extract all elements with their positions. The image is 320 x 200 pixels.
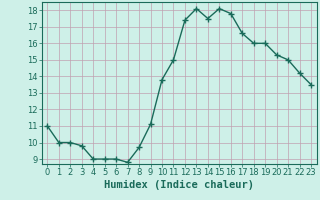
X-axis label: Humidex (Indice chaleur): Humidex (Indice chaleur) xyxy=(104,180,254,190)
